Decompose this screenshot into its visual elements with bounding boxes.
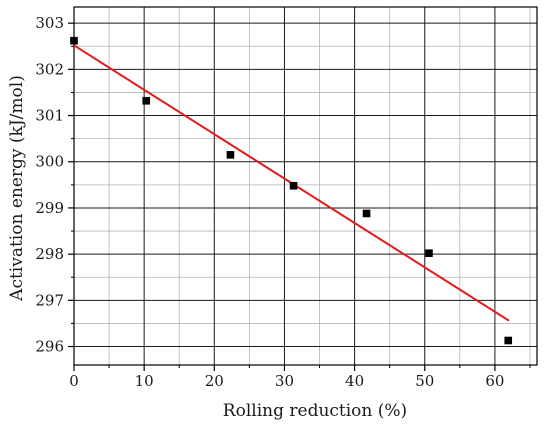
y-tick-label: 303 [35, 14, 64, 32]
y-tick-label: 296 [35, 338, 64, 356]
data-point [289, 181, 298, 190]
x-tick-label: 20 [205, 372, 224, 390]
minor-grid [74, 7, 537, 365]
x-tick-label: 50 [415, 372, 434, 390]
major-grid [73, 7, 537, 365]
x-tick-label: 60 [485, 372, 504, 390]
data-point [425, 249, 433, 258]
y-tick-label: 302 [35, 60, 64, 78]
y-axis-ticks: 296 297 298 299 300 301 302 303 [35, 14, 74, 356]
data-point [142, 96, 151, 105]
y-tick-label: 298 [35, 245, 64, 263]
data-point [226, 151, 235, 159]
y-tick-label: 301 [35, 107, 64, 125]
plot-frame [73, 6, 538, 366]
x-tick-label: 0 [69, 372, 79, 390]
data-point [504, 336, 513, 345]
y-tick-label: 299 [35, 199, 64, 217]
y-tick-label: 300 [35, 153, 64, 171]
x-axis-title: Rolling reduction (%) [223, 401, 407, 421]
data-point [70, 36, 78, 45]
x-tick-label: 30 [275, 372, 294, 390]
data-point [362, 209, 371, 218]
y-axis-title: Activation energy (kJ/mol) [7, 75, 27, 302]
data-points-layer [70, 36, 513, 345]
plot-background [74, 7, 537, 365]
x-tick-label: 40 [345, 372, 364, 390]
y-tick-label: 297 [35, 291, 64, 309]
x-tick-label: 10 [135, 372, 154, 390]
x-axis-ticks: 0 10 20 30 40 50 60 [69, 365, 531, 390]
